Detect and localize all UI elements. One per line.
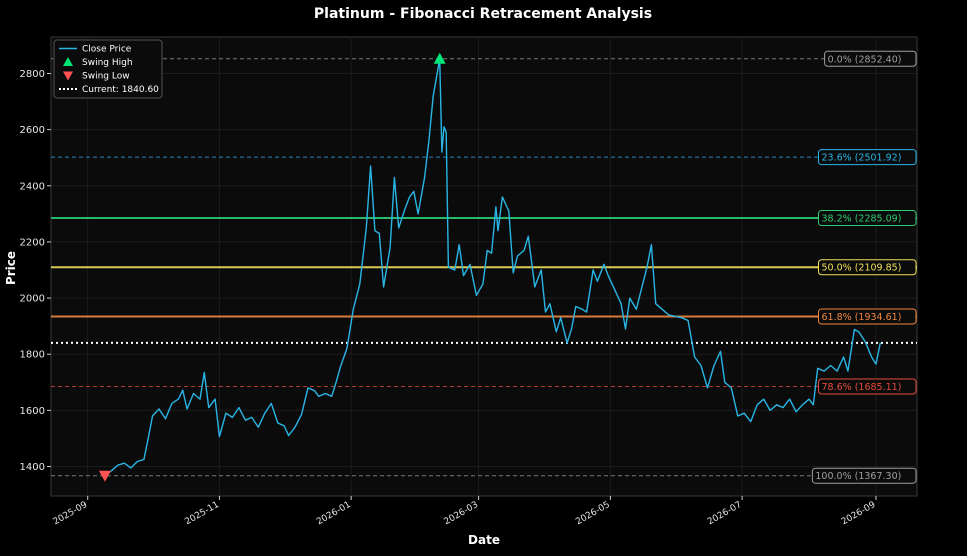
x-tick-label: 2026-05 xyxy=(574,500,612,527)
fibonacci-labels: 0.0% (2852.40) 23.6% (2501.92) 38.2% (2285… xyxy=(811,50,917,484)
y-tick-label: 2600 xyxy=(20,125,45,136)
legend-swatch-up xyxy=(63,57,73,66)
fib-level-box xyxy=(818,378,917,395)
y-tick-label: 2800 xyxy=(20,69,45,80)
fib-level-label: 0.0% (2852.40) xyxy=(828,54,902,65)
x-tick-label: 2026-01 xyxy=(315,500,353,527)
y-tick-label: 2000 xyxy=(20,294,45,305)
y-tick-label: 1800 xyxy=(20,350,45,361)
swing-markers xyxy=(98,52,446,482)
legend-swatch-down xyxy=(63,71,73,81)
fib-level-label: 23.6% (2501.92) xyxy=(822,153,902,164)
legend-label: Swing High xyxy=(82,58,133,68)
y-tick-label: 1600 xyxy=(20,406,45,417)
fib-level-label: 50.0% (2109.85) xyxy=(822,263,902,274)
fib-level-label: 100.0% (1367.30) xyxy=(815,471,901,482)
fib-level-box xyxy=(818,149,917,166)
fib-level-label: 38.2% (2285.09) xyxy=(822,214,902,225)
fib-level-box xyxy=(824,50,917,67)
swing-low-marker xyxy=(98,470,111,482)
y-tick-label: 2400 xyxy=(20,181,45,192)
close-price-line xyxy=(104,58,881,477)
y-tick-label: 1400 xyxy=(20,462,45,473)
legend-label: Current: 1840.60 xyxy=(82,85,159,95)
fib-level-box xyxy=(818,308,917,325)
swing-high-marker xyxy=(433,52,446,64)
y-tick-label: 2200 xyxy=(20,237,45,248)
fib-level-label: 78.6% (1685.11) xyxy=(822,382,902,393)
y-axis-label: Price xyxy=(4,251,18,285)
fib-level-box xyxy=(811,467,917,484)
fib-level-box xyxy=(818,259,917,276)
legend-box xyxy=(53,39,163,99)
price-series xyxy=(104,58,881,477)
x-axis-label: Date xyxy=(468,533,500,547)
x-tick-label: 2025-09 xyxy=(52,500,90,528)
x-tick-label: 2026-09 xyxy=(840,500,878,528)
x-tick-label: 2026-03 xyxy=(443,500,481,527)
legend-label: Swing Low xyxy=(82,72,130,82)
legend: Close Price Swing High Swing Low Current: 1… xyxy=(53,39,163,99)
fibonacci-levels xyxy=(51,58,917,477)
chart-title: Platinum - Fibonacci Retracement Analysi… xyxy=(314,6,652,22)
x-axis: 2025-09 2025-11 2026-01 2026-03 2026-05 2026-… xyxy=(52,496,878,527)
fib-level-box xyxy=(818,210,917,227)
x-tick-label: 2026-07 xyxy=(706,500,744,527)
fib-level-label: 61.8% (1934.61) xyxy=(822,312,902,323)
legend-label: Close Price xyxy=(82,45,132,55)
y-axis: 1400 1600 1800 2000 2200 2400 2600 2800 xyxy=(20,69,51,473)
x-tick-label: 2025-11 xyxy=(183,500,221,527)
